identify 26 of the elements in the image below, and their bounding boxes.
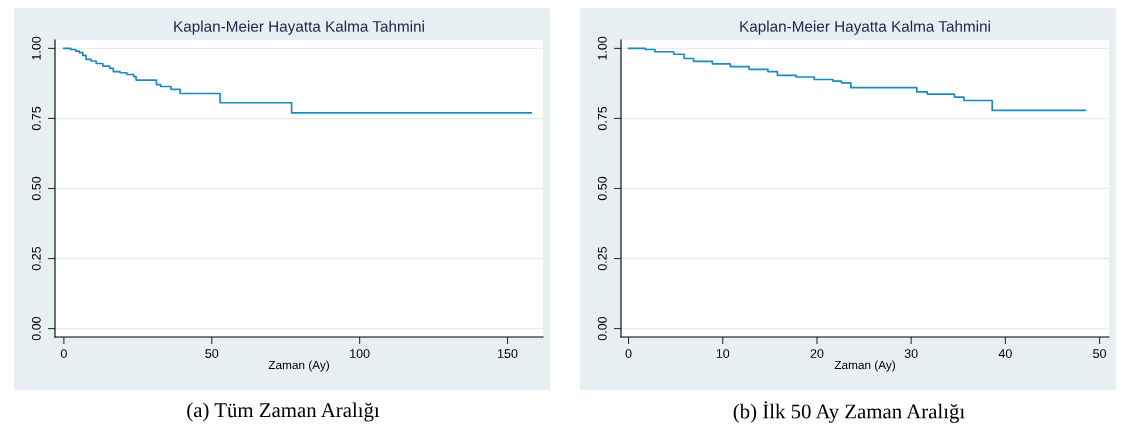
x-axis-title: Zaman (Ay) bbox=[834, 360, 895, 372]
x-axis-title: Zaman (Ay) bbox=[268, 360, 329, 372]
x-tick-label: 50 bbox=[205, 349, 219, 358]
y-tick-label: 0.75 bbox=[31, 106, 41, 131]
y-tick-label: 0.50 bbox=[31, 176, 41, 201]
x-tick-label: 30 bbox=[904, 349, 918, 358]
x-tick-label: 50 bbox=[1093, 349, 1107, 358]
y-tick-label: 0.25 bbox=[597, 246, 607, 271]
y-tick-label: 0.00 bbox=[597, 316, 607, 341]
x-tick-label: 100 bbox=[350, 349, 370, 358]
x-tick-label: 10 bbox=[716, 349, 730, 358]
chart-title: Kaplan-Meier Hayatta Kalma Tahmini bbox=[174, 20, 424, 35]
x-tick-label: 40 bbox=[998, 349, 1012, 358]
y-tick-label: 0.75 bbox=[597, 106, 607, 131]
x-tick-label: 20 bbox=[810, 349, 824, 358]
x-tick-label: 0 bbox=[625, 349, 632, 358]
chart-title: Kaplan-Meier Hayatta Kalma Tahmini bbox=[740, 20, 990, 35]
x-tick-label: 0 bbox=[60, 349, 67, 358]
y-tick-label: 0.50 bbox=[597, 176, 607, 201]
text: (a) Tüm Zaman Aralığı bbox=[187, 402, 380, 422]
text: (b) İlk 50 Ay Zaman Aralığı bbox=[733, 401, 965, 423]
y-tick-label: 1.00 bbox=[597, 36, 607, 60]
x-tick-label: 150 bbox=[498, 349, 518, 358]
y-tick-label: 0.25 bbox=[31, 246, 41, 271]
y-tick-label: 1.00 bbox=[31, 36, 41, 60]
y-tick-label: 0.00 bbox=[31, 316, 41, 341]
